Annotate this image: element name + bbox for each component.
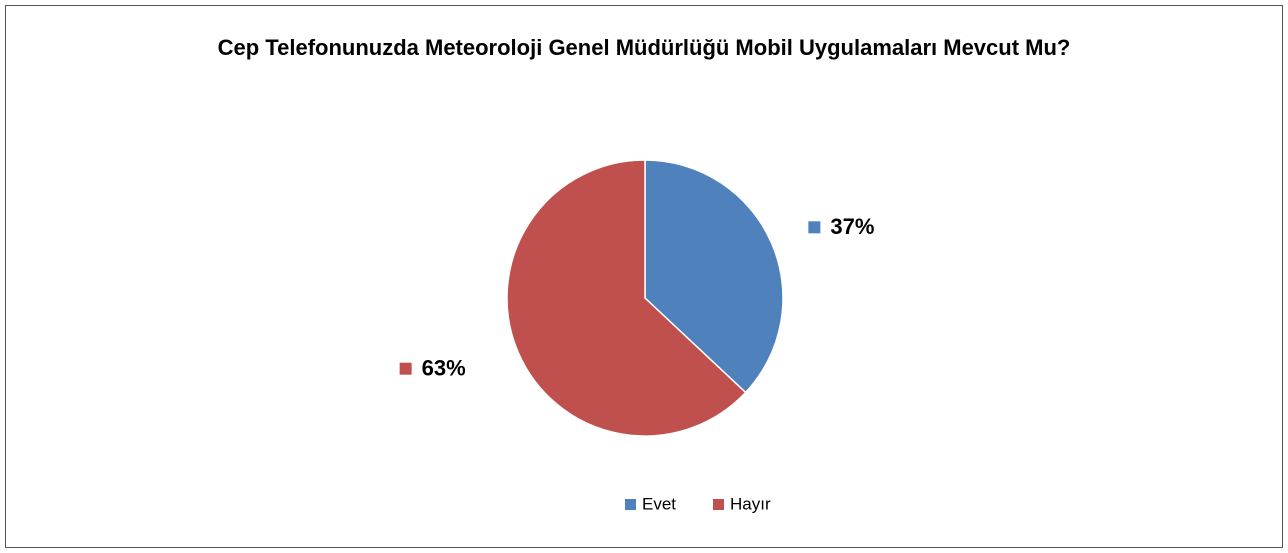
pie-slice [506, 159, 747, 437]
data-label: 63% [422, 356, 466, 381]
legend-label: Evet [642, 494, 676, 513]
legend-key [625, 499, 636, 510]
data-label: 37% [830, 214, 874, 239]
pie-slice [644, 159, 784, 394]
data-label-key [808, 221, 821, 234]
legend-label: Hayır [730, 494, 771, 513]
legend-key [713, 499, 724, 510]
data-label-key [399, 362, 412, 375]
chart-title: Cep Telefonunuzda Meteoroloji Genel Müdü… [217, 35, 1071, 60]
